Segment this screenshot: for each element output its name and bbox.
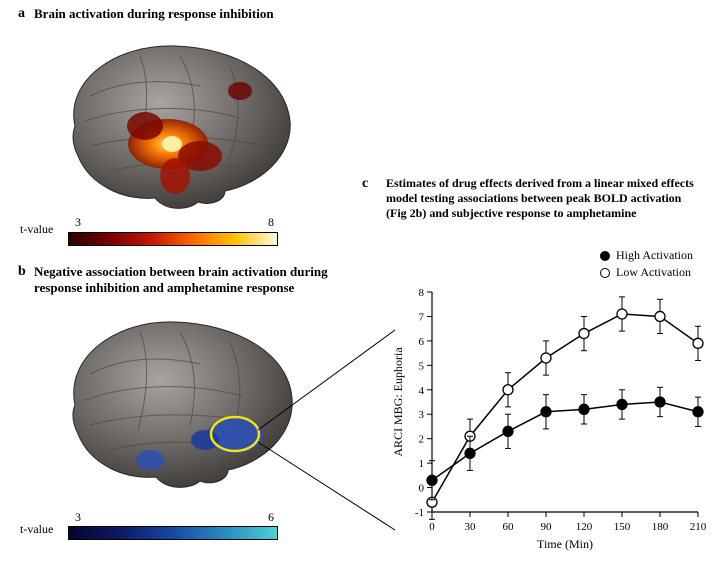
svg-text:30: 30	[465, 521, 477, 533]
svg-text:5: 5	[419, 360, 425, 372]
svg-text:0: 0	[419, 483, 425, 495]
panel-a-title: Brain activation during response inhibit…	[34, 6, 274, 22]
legend-high-label: High Activation	[616, 248, 693, 263]
panel-b-cb-label: t-value	[20, 522, 53, 537]
svg-text:180: 180	[652, 521, 669, 533]
panel-a-colorbar	[68, 232, 278, 246]
legend-marker-open	[600, 268, 610, 278]
svg-text:1: 1	[419, 458, 425, 470]
panel-b-colorbar	[68, 526, 278, 540]
legend-low: Low Activation	[600, 265, 691, 280]
panel-a-brain	[30, 26, 310, 216]
svg-text:210: 210	[690, 521, 707, 533]
panel-b-cb-min: 3	[75, 510, 81, 525]
svg-text:-1: -1	[415, 507, 424, 519]
svg-text:60: 60	[503, 521, 515, 533]
panel-a-cb-label: t-value	[20, 222, 53, 237]
panel-c-title: Estimates of drug effects derived from a…	[386, 176, 696, 221]
svg-text:0: 0	[429, 521, 435, 533]
panel-b-label: b	[18, 264, 26, 280]
svg-text:7: 7	[419, 311, 425, 323]
legend-marker-filled	[600, 251, 610, 261]
svg-text:150: 150	[614, 521, 631, 533]
panel-c-label: c	[362, 176, 368, 192]
legend-high: High Activation	[600, 248, 693, 263]
panel-a-label: a	[18, 6, 25, 22]
svg-text:Time (Min): Time (Min)	[537, 537, 593, 551]
panel-b-cb-max: 6	[268, 510, 274, 525]
svg-text:90: 90	[541, 521, 553, 533]
svg-text:8: 8	[419, 287, 425, 299]
euphoria-chart: -1 0 1 2 3 4 5 6 7 8 0 30 60 90 120 150 180 210 Time (Min)…	[388, 282, 708, 552]
svg-text:ARCI MBG: Euphoria: ARCI MBG: Euphoria	[391, 347, 405, 457]
legend-low-label: Low Activation	[616, 265, 691, 280]
panel-a-cb-min: 3	[75, 215, 81, 230]
svg-text:3: 3	[419, 409, 425, 421]
svg-text:2: 2	[419, 434, 425, 446]
panel-b-brain	[30, 300, 310, 500]
svg-text:6: 6	[419, 336, 425, 348]
svg-text:120: 120	[576, 521, 593, 533]
panel-a-cb-max: 8	[268, 215, 274, 230]
panel-b-title: Negative association between brain activ…	[34, 264, 354, 297]
svg-text:4: 4	[419, 385, 425, 397]
